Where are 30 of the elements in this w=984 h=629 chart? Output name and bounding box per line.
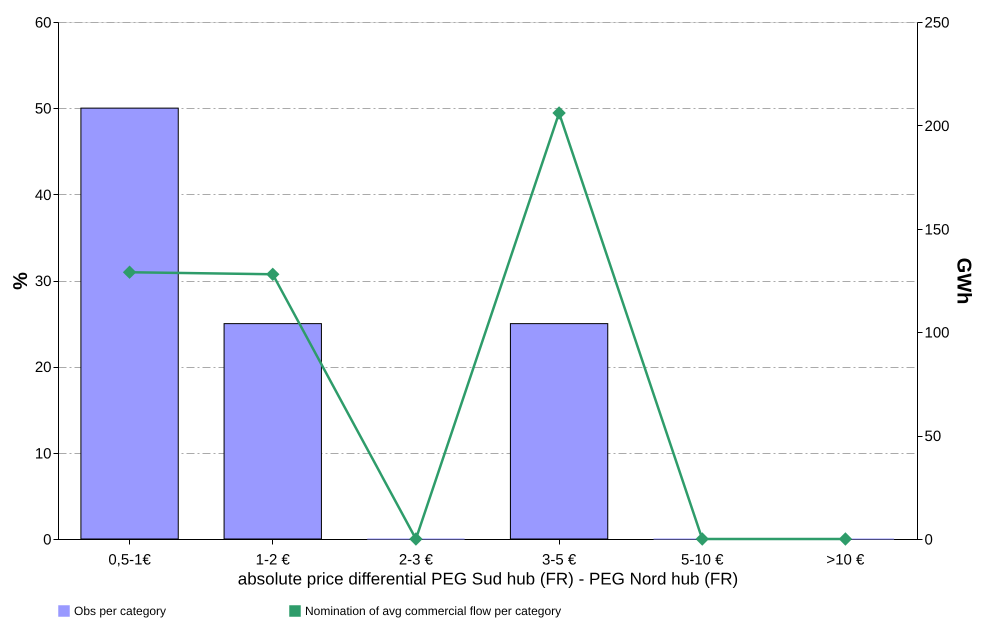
y-tick-label: 10	[34, 445, 52, 462]
y2-axis-title: GWh	[952, 258, 975, 304]
legend-label: Obs per category	[74, 604, 166, 618]
y-tick-label: 50	[34, 100, 52, 118]
y2-tick-label: 250	[924, 14, 950, 32]
point	[552, 106, 566, 120]
y-tick-label: 20	[34, 359, 52, 376]
y-tick-label: 60	[34, 14, 52, 32]
x-tick-label: 2-3 €	[398, 552, 434, 568]
y2-tick-label: 150	[924, 221, 950, 238]
y2-tick-label: 50	[924, 428, 942, 446]
y2-tick-label: 100	[924, 324, 950, 342]
x-tick-label: 1-2 €	[256, 552, 290, 568]
legend-label: Nomination of avg commercial flow per category	[305, 604, 562, 618]
y-tick-label: 40	[34, 186, 52, 204]
point	[122, 266, 136, 279]
y-tick-label: 30	[34, 273, 52, 290]
y-tick-label: 0	[43, 532, 52, 548]
point	[838, 532, 852, 546]
point	[696, 532, 709, 546]
x-tick-label: 5-10 €	[680, 552, 724, 568]
x-tick-label: 3-5 €	[542, 552, 577, 568]
y2-tick-label: 200	[924, 118, 950, 135]
x-tick-label: 0,5-1€	[108, 552, 152, 568]
y2-tick-label: 0	[924, 532, 933, 548]
x-axis-title: absolute price differential PEG Sud hub (FR) - PEG Nord hub (FR)	[238, 570, 738, 588]
point	[266, 268, 280, 282]
x-tick-label: >10 €	[826, 552, 866, 568]
point	[409, 532, 423, 546]
y-axis-title: %	[10, 272, 32, 290]
